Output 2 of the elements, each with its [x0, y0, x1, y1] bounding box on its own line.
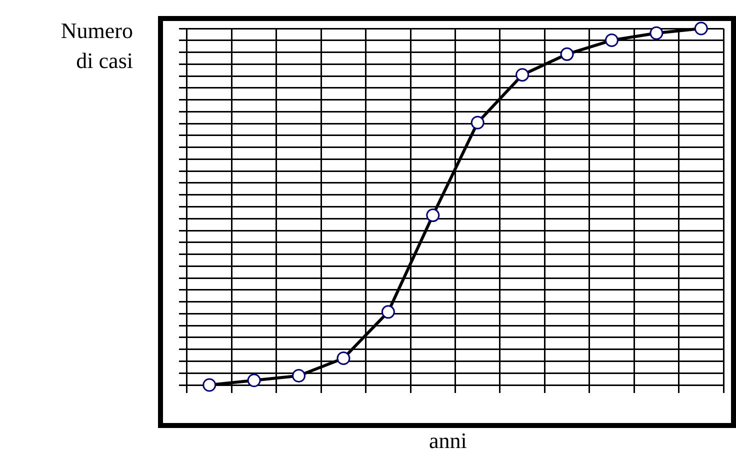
x-axis-title: anni — [428, 428, 468, 454]
y-axis-title: Numero di casi — [60, 17, 133, 75]
